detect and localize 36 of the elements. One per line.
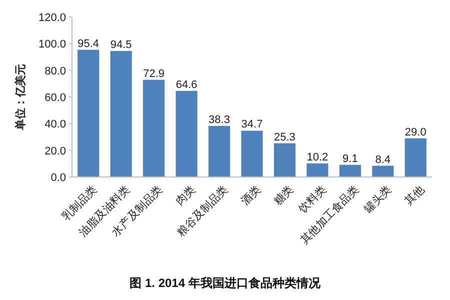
y-axis-title: 单位：亿美元 bbox=[14, 64, 27, 131]
y-tick-label: 60.0 bbox=[44, 92, 66, 104]
bar bbox=[208, 126, 230, 177]
data-label: 94.5 bbox=[110, 39, 132, 51]
data-label: 29.0 bbox=[404, 126, 426, 138]
x-tick-label: 其他 bbox=[402, 183, 427, 208]
data-label: 25.3 bbox=[274, 131, 296, 144]
bar bbox=[78, 50, 100, 177]
y-tick-label: 40.0 bbox=[44, 118, 66, 131]
y-tick-label: 120.0 bbox=[38, 12, 66, 24]
x-tick-label: 罐头类 bbox=[362, 183, 394, 216]
y-tick-label: 20.0 bbox=[44, 145, 66, 158]
text: 图 1. 2014 年我国进口食品种类情况 bbox=[130, 276, 322, 290]
data-label: 72.9 bbox=[143, 68, 165, 80]
data-label: 8.4 bbox=[375, 154, 391, 166]
bar bbox=[241, 130, 263, 177]
x-tick-label: 肉类 bbox=[173, 183, 198, 208]
bar bbox=[110, 51, 132, 177]
y-tick-label: 100.0 bbox=[38, 38, 66, 51]
bar bbox=[176, 90, 198, 177]
data-label: 10.2 bbox=[306, 151, 328, 164]
bar bbox=[274, 143, 296, 177]
data-label: 95.4 bbox=[78, 38, 100, 50]
data-label: 38.3 bbox=[208, 114, 230, 126]
bar bbox=[143, 80, 165, 177]
data-label: 34.7 bbox=[241, 118, 263, 131]
data-label: 9.1 bbox=[342, 152, 358, 165]
y-tick-label: 0.0 bbox=[50, 172, 66, 184]
x-tick-label: 糖类 bbox=[271, 183, 296, 208]
x-tick-label: 酒类 bbox=[238, 183, 264, 208]
bar bbox=[404, 138, 426, 177]
bar bbox=[339, 164, 361, 177]
data-label: 64.6 bbox=[176, 78, 198, 91]
y-tick-label: 80.0 bbox=[44, 65, 66, 78]
bar bbox=[372, 166, 394, 177]
bar bbox=[306, 163, 328, 177]
